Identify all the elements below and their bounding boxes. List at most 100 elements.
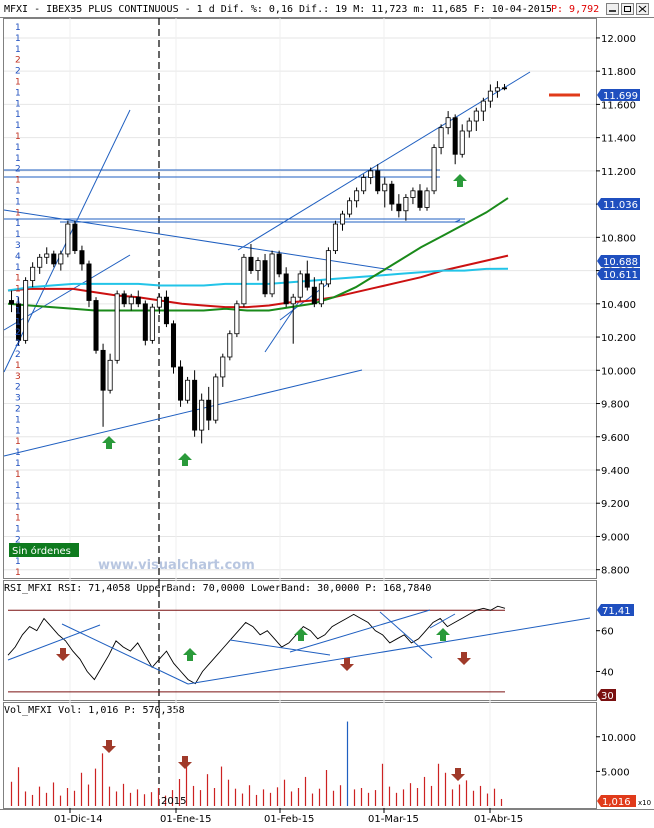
left-scale-digit: 1	[15, 459, 21, 469]
price-tick-label: 10.200	[601, 333, 636, 344]
price-tick-label: 9.800	[601, 400, 630, 411]
candle-body	[93, 300, 99, 351]
left-scale-digit: 1	[15, 132, 21, 142]
restore-button[interactable]	[621, 3, 634, 15]
price-tick-label: 8.800	[601, 566, 630, 577]
candle-body	[480, 100, 486, 112]
left-scale-digit: 1	[15, 524, 21, 534]
volume-tick-label: 10.000	[601, 733, 636, 744]
moving-average-line	[7, 197, 509, 312]
rsi-trend-line	[379, 611, 433, 659]
price-tick-label: 10.800	[601, 233, 636, 244]
candle-body	[100, 349, 106, 391]
title-bar	[0, 0, 654, 18]
rsi-down-arrow	[457, 652, 471, 665]
candle-body	[262, 260, 268, 295]
left-scale-digit: 2	[15, 383, 21, 393]
left-scale-digit: 3	[15, 372, 21, 382]
candle-body	[128, 296, 134, 305]
left-scale-digit: 1	[15, 426, 21, 436]
price-tick-label: 9.000	[601, 532, 630, 543]
left-scale-digit: 1	[15, 481, 21, 491]
volume-down-arrow	[451, 768, 465, 781]
candle-body	[473, 110, 479, 122]
candle-body	[79, 250, 85, 265]
candle-body	[255, 260, 261, 271]
candle-body	[227, 333, 233, 358]
price-tick-label: 10.400	[601, 300, 636, 311]
no-orders-label: Sin órdenes	[12, 545, 71, 557]
year-label: 2015	[161, 796, 186, 807]
x-tick-label: 01-Abr-15	[474, 814, 523, 825]
candle-body	[290, 296, 296, 305]
candle-body	[494, 87, 500, 92]
left-scale-digit: 1	[15, 361, 21, 371]
left-scale-digit: 2	[15, 339, 21, 349]
candle-body	[23, 280, 29, 341]
price-tick-label: 9.600	[601, 433, 630, 444]
rsi-tick-label: 60	[601, 627, 614, 638]
left-scale-digit: 1	[15, 306, 21, 316]
x-tick-label: 01-Mar-15	[368, 814, 419, 825]
candle-body	[389, 183, 395, 205]
volume-value-tag: 1,016	[597, 795, 636, 808]
left-scale-digit: 2	[15, 405, 21, 415]
candle-body	[185, 379, 191, 401]
candle-body	[170, 323, 177, 368]
x-tick-label: 01-Dic-14	[54, 814, 103, 825]
left-scale-digit: 2	[15, 56, 21, 66]
left-scale-digit: 1	[15, 230, 21, 240]
price-tick-label: 11.600	[601, 100, 636, 111]
rsi-trend-line	[229, 639, 331, 656]
candle-body	[121, 293, 127, 305]
candle-body	[382, 183, 388, 192]
volume-down-arrow	[102, 740, 116, 753]
candle-body	[403, 197, 409, 212]
left-scale-digit: 1	[15, 176, 21, 186]
candle-body	[241, 256, 247, 305]
left-scale-digit: 1	[15, 187, 21, 197]
minimize-button[interactable]	[606, 3, 619, 15]
volume-tick-label: 5.000	[601, 767, 630, 778]
candle-body	[248, 256, 254, 271]
volume-pane	[3, 702, 597, 809]
candle-body	[417, 190, 423, 208]
left-scale-digit: 1	[15, 415, 21, 425]
candle-body	[445, 117, 451, 129]
left-scale-digit: 3	[15, 241, 21, 251]
left-scale-digit: 1	[15, 274, 21, 284]
left-scale-digit: 2	[15, 535, 21, 545]
candle-body	[30, 266, 36, 281]
left-scale-digit: 1	[15, 568, 21, 578]
level-tag-3: 10.611	[603, 270, 638, 281]
close-button[interactable]	[636, 3, 649, 15]
buy-signal-arrow	[178, 453, 192, 466]
candle-body	[58, 253, 64, 265]
level-tag-green-ma: 11.036	[597, 198, 640, 211]
level-tag-cyan-ma: 10.611	[597, 268, 640, 281]
candle-body	[9, 300, 15, 305]
candle-body	[135, 296, 141, 305]
level-tag-1: 11.036	[603, 200, 638, 211]
watermark: www.visualchart.com	[98, 558, 255, 573]
candle-body	[466, 120, 472, 132]
left-scale-digit: 1	[15, 296, 21, 306]
left-scale-digit: 1	[15, 448, 21, 458]
rsi-tick-label: 40	[601, 667, 614, 678]
candle-body	[199, 399, 205, 431]
current-price-tag: 11.699	[549, 89, 640, 102]
candle-body	[325, 250, 331, 285]
left-scale-digit: 1	[15, 110, 21, 120]
candle-body	[283, 273, 289, 305]
left-scale-digit: 3	[15, 394, 21, 404]
candle-body	[142, 303, 148, 341]
candle-body	[16, 303, 22, 341]
price-header: MFXI - IBEX35 PLUS CONTINUOUS - 1 d Dif.…	[4, 4, 552, 15]
candle-body	[332, 223, 338, 252]
rsi-up-arrow	[183, 648, 197, 661]
left-scale-digit: 1	[15, 78, 21, 88]
left-scale-digit: 2	[15, 328, 21, 338]
candle-body	[375, 170, 381, 192]
candle-body	[269, 253, 275, 295]
price-tick-label: 12.000	[601, 34, 636, 45]
